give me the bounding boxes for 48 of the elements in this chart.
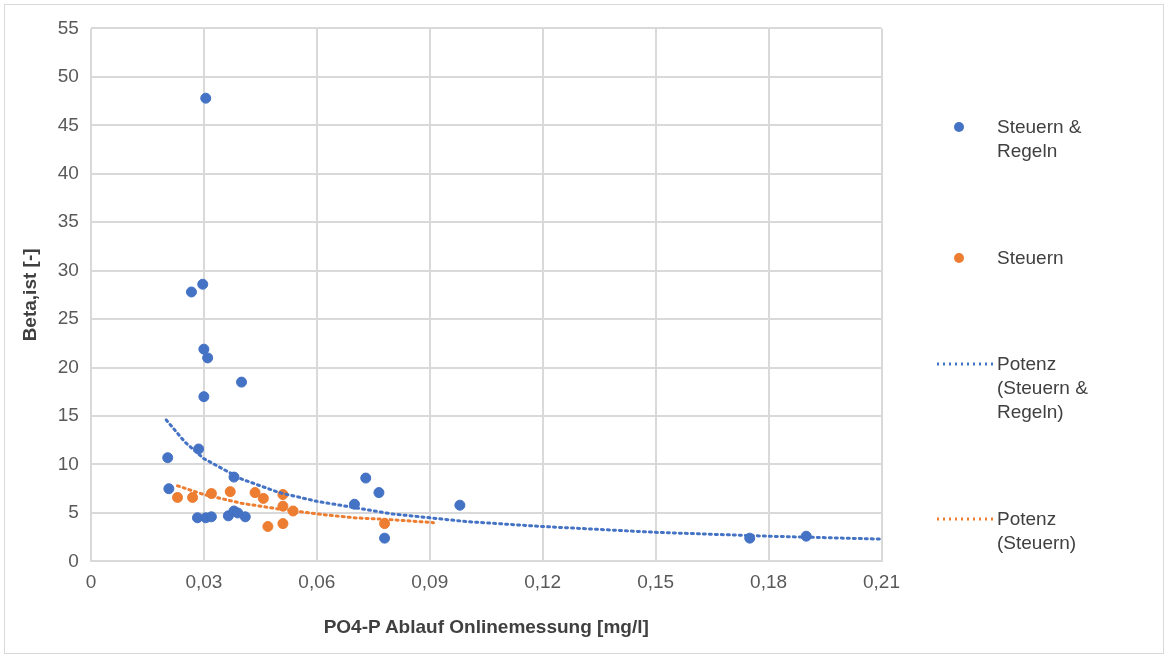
x-axis-title: PO4-P Ablauf Onlinemessung [mg/l]	[323, 615, 649, 637]
point	[172, 491, 184, 503]
y-tick-label: 35	[57, 210, 79, 232]
point	[200, 92, 212, 104]
point	[277, 518, 289, 530]
y-tick-label: 40	[57, 162, 79, 183]
y-tick-label: 20	[57, 355, 79, 377]
point	[454, 499, 466, 511]
y-tick-label: 30	[57, 258, 79, 280]
point	[185, 286, 197, 298]
y-tick-label: 15	[57, 404, 79, 426]
x-tick-label: 0,06	[298, 571, 336, 593]
point	[202, 352, 214, 364]
legend-label: Steuern	[997, 245, 1065, 270]
point	[224, 486, 236, 498]
point	[262, 521, 274, 533]
legend-label: Potenz (Steuern & Regeln)	[997, 352, 1089, 425]
x-tick-label: 0	[85, 571, 97, 593]
line-series	[164, 418, 882, 541]
y-tick-label: 55	[57, 16, 79, 38]
x-tick-label: 0,15	[637, 571, 675, 593]
x-tick-label: 0,21	[863, 571, 900, 593]
point	[187, 491, 199, 503]
point	[249, 487, 261, 499]
y-tick-label: 45	[57, 113, 79, 135]
legend-label: Steuern & Regeln	[997, 115, 1083, 163]
x-tick-label: 0,09	[411, 571, 449, 593]
y-tick-label: 0	[68, 549, 79, 571]
point	[198, 343, 210, 355]
x-tick-label: 0,03	[185, 571, 223, 593]
point	[373, 487, 385, 499]
point	[163, 483, 175, 495]
point	[198, 391, 210, 403]
x-tick-label: 0,12	[524, 571, 562, 593]
y-tick-label: 5	[68, 501, 79, 523]
point	[197, 278, 209, 290]
y-tick-label: 25	[57, 307, 79, 329]
point	[360, 472, 372, 484]
y-axis-title: Beta,ist [-]	[18, 248, 40, 342]
point	[379, 532, 391, 544]
y-tick-label: 10	[57, 452, 79, 474]
y-tick-label: 50	[57, 65, 79, 87]
point	[239, 511, 251, 523]
legend-label: Potenz (Steuern)	[997, 506, 1078, 555]
point	[257, 492, 269, 504]
point	[236, 376, 248, 388]
x-tick-label: 0,18	[750, 571, 788, 593]
point	[162, 452, 174, 464]
